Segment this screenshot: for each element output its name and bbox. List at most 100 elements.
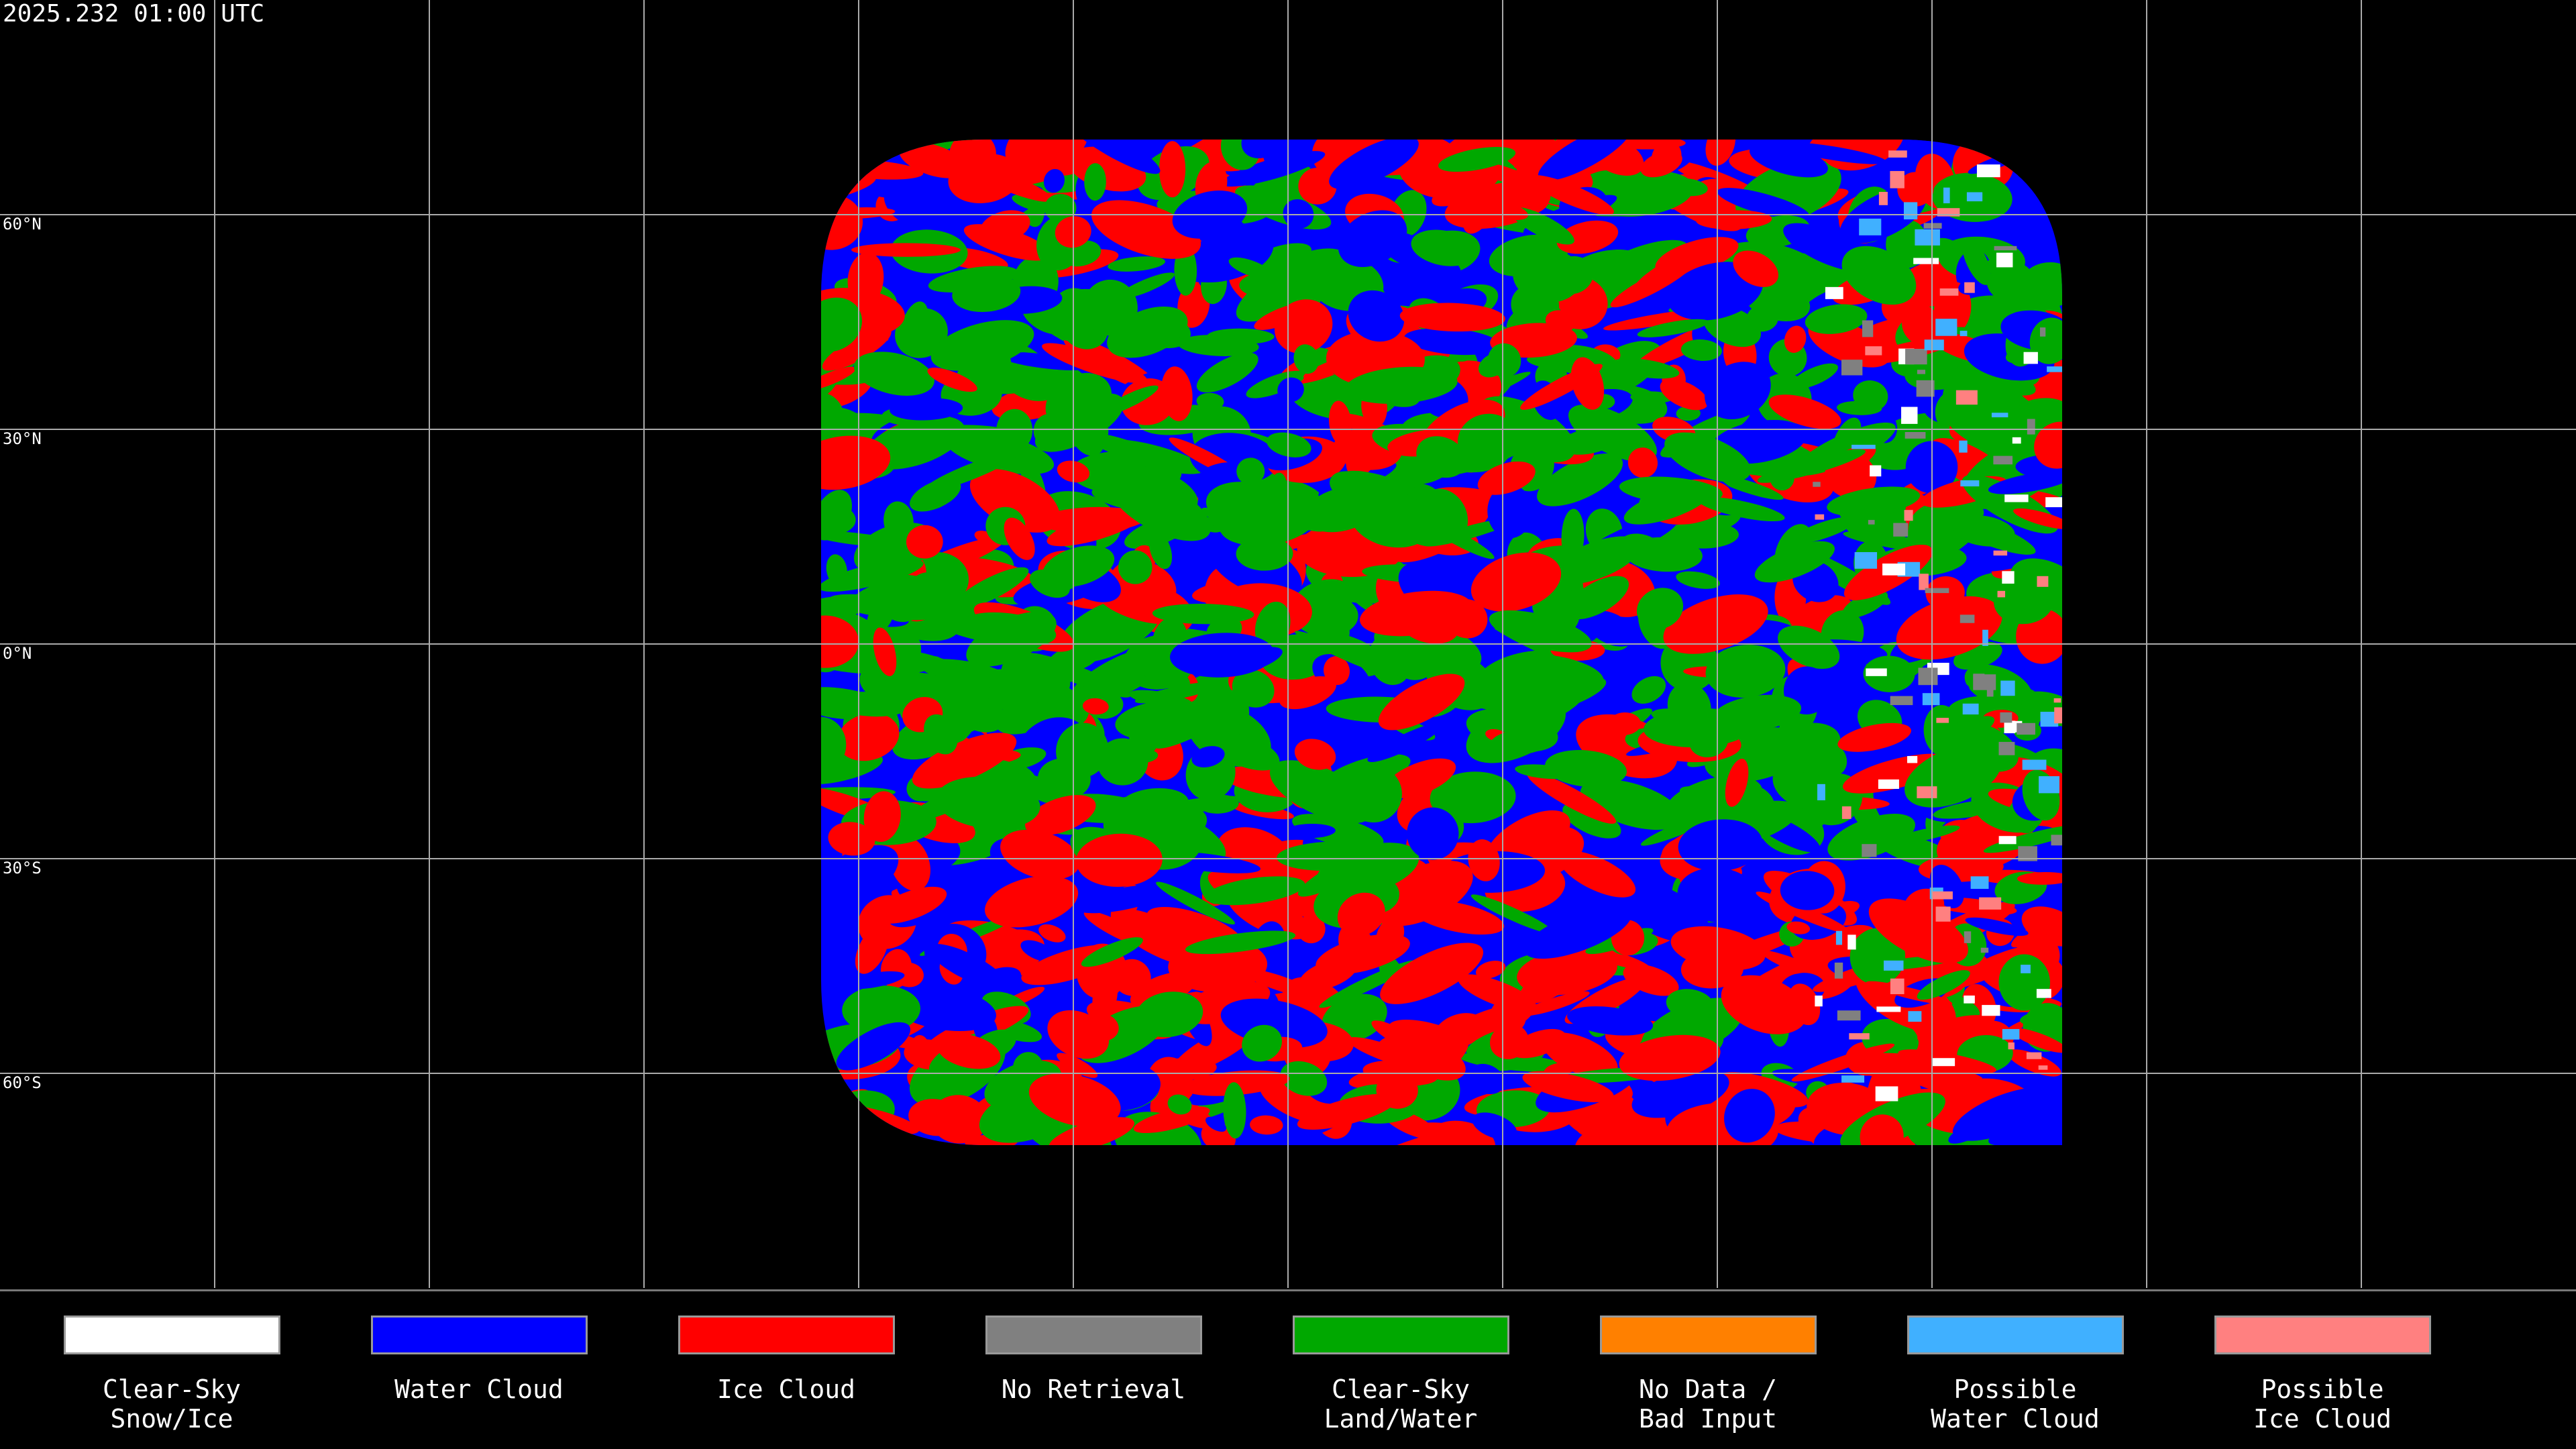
cloud-patch	[2013, 508, 2062, 529]
cloud-patch	[1005, 368, 1059, 401]
legend-item: Ice Cloud	[633, 1316, 940, 1404]
cloud-patch	[1477, 461, 1536, 495]
cloud-patch	[1847, 934, 1856, 950]
cloud-patch	[1338, 210, 1407, 268]
cloud-patch	[836, 1022, 911, 1071]
cloud-patch	[966, 611, 1057, 667]
cloud-patch	[1931, 1058, 1955, 1067]
cloud-patch	[1118, 550, 1152, 584]
cloud-patch	[1475, 961, 1506, 979]
cloud-patch	[1470, 552, 1562, 612]
cloud-patch	[1367, 722, 1443, 762]
cloud-patch	[1878, 779, 1899, 789]
legend-label: Clear-Sky Snow/Ice	[103, 1375, 241, 1434]
cloud-patch	[1889, 825, 1960, 845]
cloud-patch	[1805, 304, 1868, 334]
cloud-patch	[1283, 199, 1314, 229]
cloud-patch	[1952, 1087, 2055, 1141]
cloud-patch	[2036, 989, 2051, 998]
cloud-patch	[1943, 187, 1950, 204]
cloud-patch	[1667, 178, 1708, 197]
cloud-patch	[1897, 172, 1934, 207]
cloud-patch	[1680, 339, 1722, 361]
cloud-patch	[1778, 142, 1887, 164]
cloud-patch	[998, 352, 1091, 371]
cloud-patch	[1778, 625, 1840, 669]
cloud-patch	[1537, 453, 1623, 506]
cloud-patch	[1904, 431, 1926, 439]
legend-item: Possible Water Cloud	[1862, 1316, 2169, 1434]
cloud-patch	[1733, 250, 1778, 287]
cloud-patch	[822, 328, 892, 371]
cloud-patch	[1725, 758, 1749, 807]
cloud-patch	[1038, 924, 1066, 943]
cloud-patch	[1631, 676, 1666, 704]
cloud-patch	[1867, 1058, 1896, 1108]
cloud-patch	[924, 714, 958, 755]
cloud-patch	[1522, 1071, 1614, 1103]
cloud-patch	[1939, 288, 1959, 296]
cloud-patch	[1205, 876, 1305, 906]
cloud-patch	[1185, 930, 1296, 955]
cloud-patch	[1001, 653, 1071, 701]
cloud-patch	[1328, 400, 1352, 445]
cloud-patch	[1519, 973, 1568, 1004]
cloud-patch	[1488, 172, 1537, 203]
cloud-patch	[1964, 282, 1975, 293]
cloud-patch	[1489, 728, 1554, 755]
cloud-patch	[1883, 960, 1904, 971]
cloud-patch	[1774, 742, 1821, 788]
cloud-patch	[1962, 703, 1979, 715]
cloud-patch	[1558, 851, 1636, 898]
cloud-patch	[1893, 523, 1909, 537]
legend-item: No Retrieval	[940, 1316, 1247, 1404]
latitude-label: 60°N	[3, 215, 42, 233]
cloud-patch	[1862, 844, 1877, 857]
cloud-patch	[2037, 576, 2049, 587]
cloud-patch	[1084, 163, 1106, 201]
cloud-patch	[1567, 1006, 1654, 1036]
cloud-patch	[1345, 366, 1458, 405]
cloud-patch	[1822, 1098, 1874, 1114]
cloud-patch	[1815, 996, 1823, 1007]
cloud-patch	[1610, 358, 1680, 379]
cloud-patch	[1267, 432, 1311, 458]
cloud-patch	[1982, 1005, 2000, 1016]
cloud-patch	[1081, 937, 1143, 967]
cloud-patch	[852, 576, 922, 604]
legend-label: Possible Water Cloud	[1931, 1375, 2100, 1434]
legend-label: Clear-Sky Land/Water	[1324, 1375, 1478, 1434]
cloud-patch	[1025, 795, 1096, 836]
legend-item: Clear-Sky Land/Water	[1247, 1316, 1554, 1434]
cloud-patch	[1960, 331, 1968, 337]
latitude-label: 60°S	[3, 1073, 42, 1092]
cloud-patch	[1241, 140, 1283, 159]
cloud-patch	[1705, 140, 1736, 166]
cloud-patch	[944, 430, 1055, 475]
latitude-label: 0°N	[3, 644, 32, 663]
cloud-patch	[1324, 656, 1350, 686]
cloud-patch	[1159, 141, 1186, 198]
cloud-patch	[1304, 486, 1381, 533]
cloud-patch	[1721, 975, 1807, 1034]
cloud-patch	[1866, 981, 1953, 1006]
cloud-patch	[1676, 571, 1720, 589]
cloud-patch	[1279, 676, 1336, 710]
cloud-patch	[821, 403, 839, 431]
cloud-patch	[1636, 588, 1684, 630]
cloud-patch	[1487, 343, 1521, 378]
legend-label: No Data / Bad Input	[1639, 1375, 1777, 1434]
cloud-patch	[1297, 1093, 1397, 1130]
legend-item: Clear-Sky Snow/Ice	[18, 1316, 325, 1434]
cloud-patch	[1859, 218, 1882, 235]
cloud-patch	[1207, 328, 1275, 345]
cloud-patch	[2012, 437, 2021, 444]
cloud-patch	[1292, 814, 1384, 849]
cloud-patch	[910, 478, 961, 512]
cloud-patch	[1285, 823, 1336, 839]
cloud-patch	[1528, 174, 1614, 215]
cloud-patch	[1841, 246, 1917, 305]
cloud-patch	[1964, 931, 1972, 943]
cloud-patch	[1837, 1010, 1861, 1021]
